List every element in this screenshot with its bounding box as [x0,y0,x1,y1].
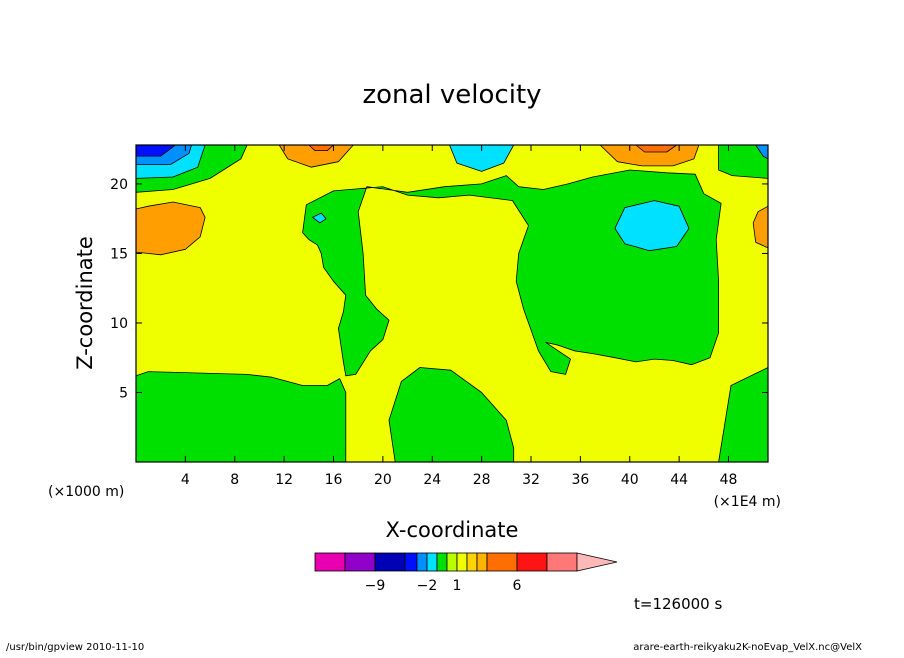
y-tick-label-1: 10 [110,316,128,332]
plot-frame [135,144,769,463]
colorbar-tick-label-2: 1 [453,578,462,594]
footer-right: arare-earth-reikyaku2K-noEvap_VelX.nc@Ve… [633,642,862,653]
time-label: t=126000 s [634,595,722,613]
colorbar-tick-label-3: 6 [513,578,522,594]
x-scale-label: (×1E4 m) [714,494,781,510]
x-tick-label-5: 24 [423,472,441,488]
colorbar-tick-label-0: −9 [365,578,386,594]
x-tick-label-9: 40 [621,472,639,488]
colorbar-extend-arrow [576,552,618,572]
x-tick-label-11: 48 [720,472,738,488]
x-tick-label-10: 44 [670,472,688,488]
x-tick-label-0: 4 [181,472,190,488]
contour-region-0 [135,371,347,463]
y-axis-ticks: 5 10 15 20 [110,177,768,401]
x-tick-label-3: 16 [325,472,343,488]
colorbar-box-11 [486,552,518,572]
x-axis-title: X-coordinate [386,518,519,542]
x-tick-label-6: 28 [473,472,491,488]
footer-left: /usr/bin/gpview 2010-11-10 [6,642,144,653]
colorbar-box-4 [416,552,428,572]
x-axis-ticks: 4 8 12 16 20 24 28 32 36 40 44 48 [181,145,738,488]
x-tick-label-1: 8 [230,472,239,488]
contour-region-14 [614,200,690,252]
colorbar-box-3 [404,552,418,572]
colorbar-box-12 [516,552,548,572]
y-tick-label-0: 5 [119,385,128,401]
colorbar-tick-label-1: −2 [417,578,438,594]
contour-region-1 [388,367,515,463]
x-tick-label-4: 20 [374,472,392,488]
colorbar-box-6 [436,552,448,572]
colorbar-box-8 [456,552,468,572]
contour-region-6 [135,201,206,256]
colorbar: −9 −2 1 6 [314,552,618,594]
x-unit-label: (×1000 m) [48,484,124,500]
x-tick-label-2: 12 [275,472,293,488]
colorbar-box-7 [446,552,458,572]
colorbar-box-5 [426,552,438,572]
x-tick-label-7: 32 [522,472,540,488]
colorbar-box-1 [344,552,376,572]
x-tick-label-8: 36 [571,472,589,488]
contour-region-2 [302,169,722,377]
y-tick-label-3: 20 [110,177,128,193]
contour-regions [135,144,769,463]
y-axis-title: Z-coordinate [73,236,97,370]
y-tick-label-2: 15 [110,246,128,262]
contour-region-15 [312,212,327,224]
colorbar-box-13 [546,552,578,572]
colorbar-box-2 [374,552,406,572]
colorbar-box-9 [466,552,478,572]
colorbar-box-0 [314,552,346,572]
colorbar-box-10 [476,552,488,572]
chart-title: zonal velocity [362,80,541,110]
